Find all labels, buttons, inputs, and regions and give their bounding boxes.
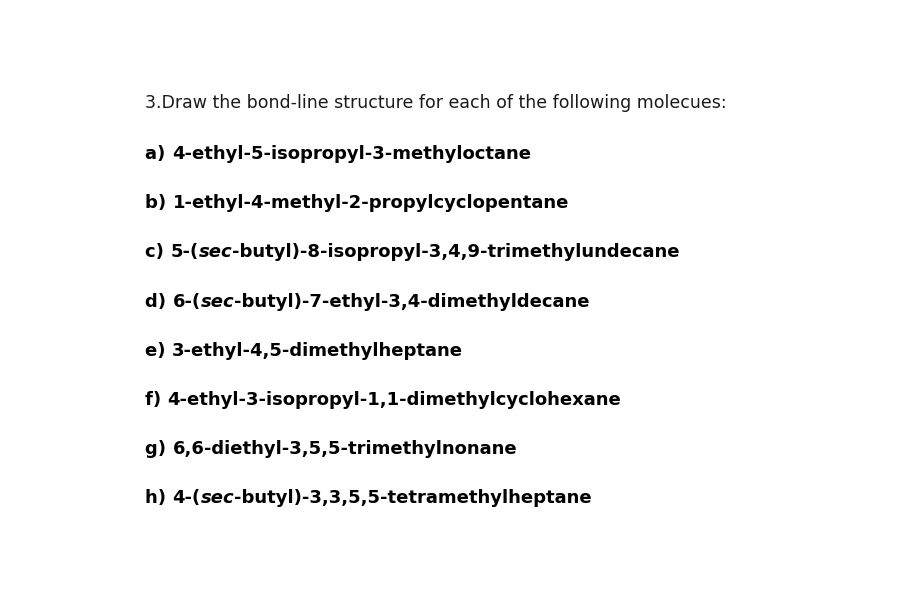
- Text: a): a): [146, 145, 171, 163]
- Text: -butyl)-7-ethyl-3,4-dimethyldecane: -butyl)-7-ethyl-3,4-dimethyldecane: [234, 293, 590, 311]
- Text: 4-(: 4-(: [172, 489, 201, 507]
- Text: 5-(: 5-(: [171, 243, 198, 262]
- Text: f): f): [146, 391, 168, 409]
- Text: b): b): [146, 194, 172, 212]
- Text: -butyl)-8-isopropyl-3,4,9-trimethylundecane: -butyl)-8-isopropyl-3,4,9-trimethylundec…: [232, 243, 680, 262]
- Text: 1-ethyl-4-methyl-2-propylcyclopentane: 1-ethyl-4-methyl-2-propylcyclopentane: [172, 194, 569, 212]
- Text: 3.Draw the bond-line structure for each of the following molecues:: 3.Draw the bond-line structure for each …: [146, 94, 727, 112]
- Text: c): c): [146, 243, 171, 262]
- Text: 6-(: 6-(: [172, 293, 201, 311]
- Text: d): d): [146, 293, 172, 311]
- Text: 4-ethyl-3-isopropyl-1,1-dimethylcyclohexane: 4-ethyl-3-isopropyl-1,1-dimethylcyclohex…: [168, 391, 621, 409]
- Text: sec: sec: [198, 243, 232, 262]
- Text: sec: sec: [201, 489, 234, 507]
- Text: 6,6-diethyl-3,5,5-trimethylnonane: 6,6-diethyl-3,5,5-trimethylnonane: [172, 439, 517, 458]
- Text: g): g): [146, 439, 172, 458]
- Text: 3-ethyl-4,5-dimethylheptane: 3-ethyl-4,5-dimethylheptane: [172, 342, 463, 359]
- Text: -butyl)-3,3,5,5-tetramethylheptane: -butyl)-3,3,5,5-tetramethylheptane: [234, 489, 592, 507]
- Text: sec: sec: [201, 293, 234, 311]
- Text: h): h): [146, 489, 172, 507]
- Text: e): e): [146, 342, 172, 359]
- Text: 4-ethyl-5-isopropyl-3-methyloctane: 4-ethyl-5-isopropyl-3-methyloctane: [171, 145, 531, 163]
